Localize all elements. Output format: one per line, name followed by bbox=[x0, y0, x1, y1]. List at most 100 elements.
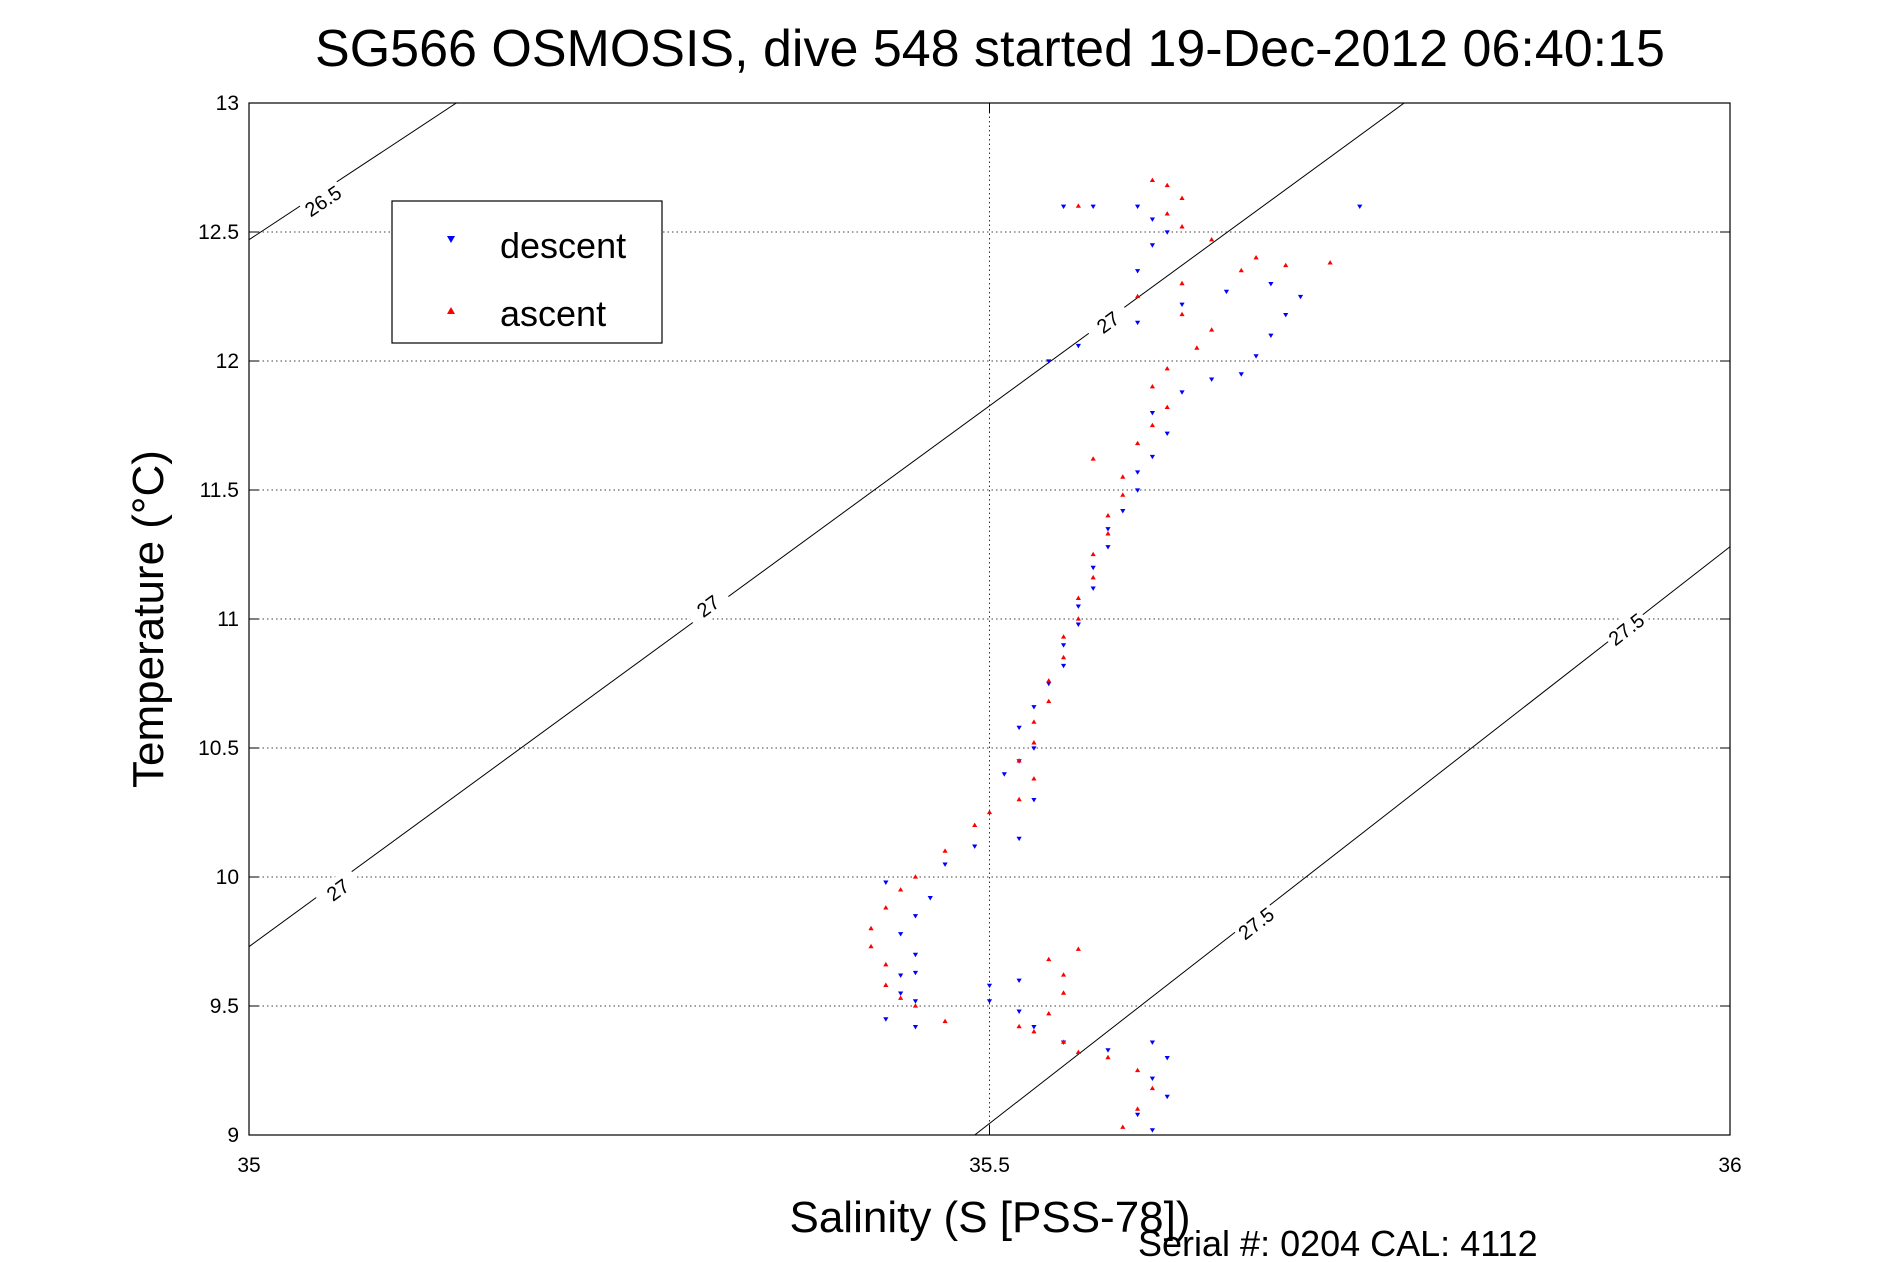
ascent-point bbox=[1327, 260, 1333, 265]
y-tick-label: 10 bbox=[216, 866, 239, 889]
ascent-point bbox=[942, 848, 948, 853]
y-tick-label: 9 bbox=[227, 1124, 239, 1147]
descent-point bbox=[898, 932, 904, 937]
ascent-point bbox=[883, 905, 889, 910]
descent-point bbox=[1149, 454, 1156, 460]
ascent-point bbox=[1209, 327, 1215, 332]
descent-point bbox=[912, 999, 919, 1004]
y-tick-label: 13 bbox=[216, 92, 239, 115]
ascent-point bbox=[1194, 345, 1200, 350]
descent-point bbox=[927, 896, 933, 901]
contour-label-mask bbox=[298, 178, 349, 224]
ascent-point bbox=[1075, 595, 1081, 600]
density-contour-26.5 bbox=[249, 103, 457, 241]
ascent-point bbox=[1179, 280, 1185, 286]
descent-point bbox=[986, 999, 993, 1004]
ascent-point bbox=[1060, 1039, 1067, 1044]
ascent-point bbox=[1149, 422, 1156, 428]
chart-title: SG566 OSMOSIS, dive 548 started 19-Dec-2… bbox=[315, 20, 1665, 78]
ascent-point bbox=[1046, 1010, 1052, 1016]
ascent-point bbox=[972, 822, 978, 827]
descent-point bbox=[1135, 320, 1141, 326]
ascent-point bbox=[1135, 293, 1141, 299]
ascent-point bbox=[883, 982, 889, 987]
descent-point bbox=[1297, 294, 1304, 300]
ascent-point bbox=[1060, 634, 1067, 639]
ascent-point bbox=[1283, 262, 1289, 268]
descent-point bbox=[1075, 622, 1081, 627]
ascent-point bbox=[1031, 719, 1037, 724]
ascent-point bbox=[942, 1018, 948, 1024]
ascent-point bbox=[1179, 224, 1185, 229]
descent-point bbox=[1238, 372, 1244, 377]
ascent-point bbox=[1075, 203, 1081, 208]
descent-point bbox=[1164, 230, 1170, 235]
descent-point bbox=[1075, 604, 1081, 609]
x-tick-label: 35.5 bbox=[969, 1154, 1010, 1177]
y-tick-label: 11 bbox=[217, 608, 239, 631]
descent-point bbox=[898, 991, 904, 996]
serial-cal-footer: Serial #: 0204 CAL: 4112 bbox=[1138, 1223, 1538, 1262]
descent-point bbox=[1060, 643, 1067, 648]
x-tick-label: 36 bbox=[1718, 1154, 1741, 1177]
legend-box bbox=[391, 200, 663, 344]
descent-point bbox=[912, 1025, 919, 1030]
ascent-point bbox=[1164, 404, 1170, 410]
descent-point bbox=[942, 862, 948, 867]
ascent-point bbox=[1046, 956, 1052, 962]
descent-point bbox=[1120, 509, 1126, 514]
contour-label-mask bbox=[313, 867, 363, 913]
descent-point bbox=[1075, 343, 1081, 349]
ascent-point bbox=[1164, 182, 1170, 188]
descent-point bbox=[1060, 663, 1067, 669]
ascent-point bbox=[1031, 776, 1037, 781]
ascent-point bbox=[898, 887, 904, 892]
ascent-point bbox=[912, 874, 919, 879]
ascent-point bbox=[1149, 384, 1156, 389]
descent-point bbox=[1149, 1128, 1156, 1133]
y-axis-label: Temperature (°C) bbox=[124, 450, 173, 788]
descent-point bbox=[1149, 1040, 1156, 1045]
ascent-point bbox=[986, 809, 993, 815]
ascent-point bbox=[1090, 574, 1096, 580]
descent-point bbox=[1046, 681, 1052, 687]
contour-label-mask bbox=[683, 583, 733, 629]
descent-point bbox=[1031, 705, 1037, 710]
descent-point bbox=[1090, 586, 1096, 591]
descent-point bbox=[883, 880, 889, 885]
descent-point bbox=[1105, 545, 1111, 550]
ascent-point bbox=[1046, 698, 1052, 704]
ascent-point bbox=[1090, 551, 1096, 557]
ascent-point bbox=[1149, 1085, 1156, 1091]
descent-point bbox=[1135, 470, 1141, 475]
descent-point bbox=[1105, 527, 1111, 532]
descent-point bbox=[1223, 289, 1230, 295]
descent-point bbox=[986, 983, 993, 989]
ascent-point bbox=[883, 961, 889, 967]
ascent-point bbox=[1046, 678, 1052, 683]
descent-point bbox=[1135, 1112, 1141, 1118]
descent-point bbox=[883, 1017, 889, 1022]
descent-point bbox=[1283, 312, 1289, 318]
ascent-point bbox=[1105, 513, 1111, 518]
descent-point bbox=[1179, 390, 1185, 395]
contour-label-mask bbox=[1601, 606, 1652, 653]
descent-point bbox=[1031, 1025, 1037, 1030]
descent-point bbox=[1149, 217, 1156, 222]
descent-point bbox=[1149, 411, 1156, 416]
descent-point bbox=[1060, 204, 1067, 209]
ascent-point bbox=[868, 943, 874, 949]
ascent-point bbox=[1060, 972, 1067, 977]
descent-point bbox=[898, 973, 904, 978]
x-axis-label: Salinity (S [PSS-78]) bbox=[789, 1193, 1190, 1242]
contour-label-mask bbox=[1083, 299, 1133, 345]
descent-point bbox=[1164, 1094, 1170, 1100]
descent-point bbox=[1268, 282, 1274, 287]
ascent-point bbox=[1179, 195, 1185, 201]
legend-descent-marker bbox=[447, 236, 455, 243]
descent-point bbox=[972, 844, 978, 849]
legend: descent ascent bbox=[391, 200, 663, 344]
descent-point bbox=[1164, 1056, 1170, 1061]
ascent-point bbox=[898, 995, 904, 1000]
